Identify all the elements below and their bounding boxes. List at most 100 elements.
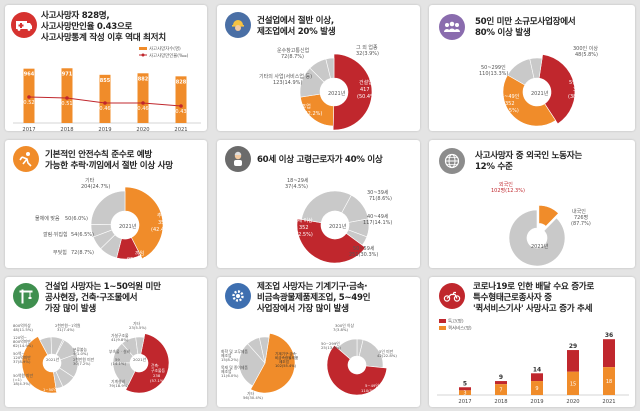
label-50-59: 50~59세	[353, 245, 375, 252]
legend-deaths: 사고사망자수(명)	[149, 45, 181, 52]
x-tick-label: 2020	[566, 399, 579, 405]
value-crush: 54(6.5%)	[71, 232, 94, 238]
falling-person-icon	[13, 146, 39, 172]
bar-special	[459, 387, 471, 391]
bar-quick	[567, 371, 579, 395]
size-slice	[502, 74, 557, 127]
label-fall: 추락	[157, 212, 167, 219]
value-fall: 351	[158, 220, 168, 226]
bar-value-label: 828	[176, 79, 187, 85]
panel9-title: 코로나19로 인한 배달 수요 증가로 특수형태근로종사자 중 '퀵서비스기사'…	[473, 282, 594, 315]
panel-industry: 건설업에서 절반 이상, 제조업에서 20% 발생 그 외 업종 32(3.9%…	[217, 5, 420, 131]
lbl-800plus: 800억이상	[13, 323, 31, 328]
val-800plus: 48(11.5%)	[13, 327, 33, 332]
lbl-50-299: 50~299인	[321, 341, 340, 346]
val-under5: 42(22.8%)	[377, 353, 397, 358]
x-tick-label: 2017	[458, 399, 471, 405]
title-line: 80% 이상 발생	[475, 28, 531, 38]
lbl-chemical-b: 제조업	[221, 353, 232, 358]
val-under20m: 30(7.2%)	[73, 361, 91, 366]
bar-value-label: 882	[138, 76, 149, 82]
subindustry-slice	[259, 336, 270, 364]
val-under50: 18(4.3%)	[13, 381, 31, 386]
donut-center-year: 2021년	[329, 223, 347, 230]
cost-slice	[53, 370, 64, 390]
panel-delivery: 코로나19로 인한 배달 수요 증가로 특수형태근로종사자 중 '퀵서비스기사'…	[429, 277, 635, 407]
rate-point	[103, 101, 107, 105]
panel8-title: 제조업 사망자는 기계기구·금속· 비금속광물제품제조업, 5~49인 사업장에…	[257, 282, 371, 315]
label-etc: 기타	[85, 177, 95, 184]
panel-total-deaths: 사고사망자 828명, 사고사망만인율 0.43으로 사고사망통계 작성 이후 …	[5, 5, 207, 131]
lbl-wood: 목재 및 종이제품	[221, 365, 248, 370]
age-donut-chart: 18~29세 37(4.5%) 30~39세 71(8.6%) 40~49세 1…	[285, 177, 392, 264]
pct-under5: (38.4%)	[568, 94, 588, 100]
panel4-title: 기본적인 안전수칙 준수로 예방 가능한 추락·끼임에서 절반 이상 사망	[45, 150, 173, 172]
value-30-39: 71(8.6%)	[369, 196, 392, 202]
pct-60plus: (42.5%)	[293, 232, 313, 238]
panel7-title: 건설업 사망자는 1~50억원 미만 공사현장, 건축·구조물에서 가장 많이 …	[45, 282, 161, 315]
value-5-49: 352	[505, 101, 515, 107]
crane-icon	[13, 283, 39, 309]
rate-point	[27, 95, 31, 99]
rate-label: 0.52	[23, 100, 34, 106]
industry-slice	[325, 57, 335, 79]
value-transport: 72(8.7%)	[281, 54, 304, 60]
val-1-50: 186(44.6%)	[41, 392, 64, 397]
x-tick-label: 2017	[22, 127, 35, 131]
lbl-temporary: 가설구조물	[111, 333, 129, 338]
bar-special	[495, 381, 507, 385]
elderly-person-icon	[225, 146, 251, 172]
val-unclassified: 4(1.0%)	[73, 351, 89, 356]
quick-label: 9	[535, 386, 538, 392]
lbl-120-800: 120억~	[13, 335, 27, 340]
lbl-building: 건축·	[151, 363, 159, 368]
x-tick-label: 2018	[494, 399, 507, 405]
rate-label: 0.46	[99, 106, 110, 112]
mfg-size-slice	[336, 338, 358, 360]
industry-donut-chart: 그 외 업종 32(3.9%) 운수창고통신업 72(8.7%) 기타의 사업(…	[259, 44, 379, 131]
value-domestic: 726명	[574, 214, 588, 221]
legend-special: 특고(명)	[448, 318, 464, 325]
title-line: 제조업 사망자는 기계기구·금속·	[257, 282, 368, 292]
val-wood: 11(6.0%)	[221, 373, 239, 378]
nationality-slice	[538, 205, 559, 227]
accident-type-donut-chart: 기타 204(24.7%) 물체에 맞음 50(6.0%) 깔림·뒤집힘 54(…	[35, 177, 171, 263]
object-slice	[135, 336, 145, 355]
bar-deaths	[61, 68, 73, 123]
label-40-49: 40~49세	[367, 213, 389, 220]
title-line: 사업장에서 가장 많이 발생	[257, 304, 349, 314]
panel6-title: 사고사망자 중 외국인 노동자는 12% 수준	[475, 151, 582, 173]
title-line: 공사현장, 건축·구조물에서	[45, 293, 138, 303]
bar-special	[603, 339, 615, 368]
panel-company-size: 50인 미만 소규모사업장에서 80% 이상 발생 300인 이상 48(5.8…	[429, 5, 635, 131]
right-center-year: 2021년	[133, 357, 147, 362]
lbl-under50b: (=1)	[13, 377, 22, 382]
total-label: 14	[533, 366, 541, 373]
value-300plus: 48(5.8%)	[575, 52, 598, 58]
value-under5: 318	[573, 87, 583, 93]
donut-center-year: 2021년	[119, 223, 137, 230]
total-label: 5	[463, 380, 467, 387]
lbl-chemical: 화학 및 고무제품	[221, 349, 248, 354]
quick-label: 7	[499, 388, 502, 394]
lbl-300plus: 300인 이상	[335, 323, 354, 328]
x-tick-label: 2020	[136, 127, 149, 131]
panel-age: 60세 이상 고령근로자가 40% 이상 18~29세 37(4.5%) 30~…	[217, 140, 420, 268]
title-line: 사고사망자 828명,	[41, 11, 110, 21]
val-building: 238	[153, 373, 161, 378]
title-line: 50인 미만 소규모사업장에서	[475, 17, 576, 27]
donut-center-year: 2021년	[328, 90, 346, 97]
lbl-1-50: 1~50억원	[43, 387, 61, 392]
bar-quick	[459, 390, 471, 395]
val-temporary: 41(9.8%)	[111, 337, 129, 342]
value-object-hit: 50(6.0%)	[65, 216, 88, 222]
legend-swatch-deaths	[139, 47, 147, 50]
val-50-120: 37(8.9%)	[13, 359, 31, 364]
value-manufacturing: 184(22.2%)	[293, 111, 322, 117]
x-tick-label: 2018	[60, 127, 73, 131]
label-bump: 부딪힘	[53, 249, 67, 256]
title-line: 건설업에서 절반 이상,	[257, 16, 334, 26]
value-construction: 417	[360, 87, 370, 93]
manufacturing-donut-charts: 화학 및 고무제품 제조업 15(8.2%) 목재 및 종이제품 제조업 11(…	[221, 323, 397, 400]
bar-quick	[603, 367, 615, 395]
